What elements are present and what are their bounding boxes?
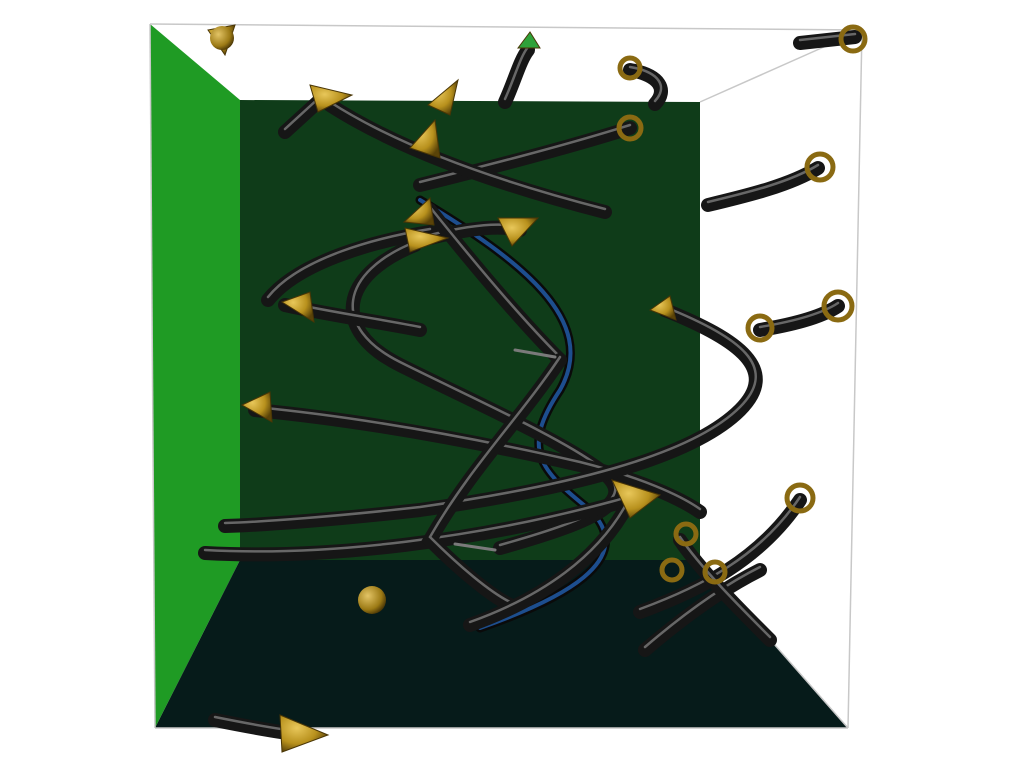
streamline-tube — [638, 563, 767, 657]
arrowhead-cone — [402, 196, 435, 226]
streamline-tube — [463, 493, 637, 632]
tube-highlight — [253, 405, 702, 511]
arrowhead-cone — [404, 227, 450, 253]
arrowhead-cone — [517, 31, 541, 49]
tube-highlight — [418, 123, 632, 184]
seed-ring — [702, 559, 728, 585]
tube-highlight — [223, 305, 757, 525]
tube-highlight — [638, 495, 802, 611]
tube-highlight — [678, 535, 772, 639]
arrowhead-cone — [648, 295, 677, 321]
tube-highlight — [283, 95, 322, 131]
arrowhead-cone — [409, 118, 441, 159]
streamline-tube — [498, 43, 535, 109]
seed-ring — [673, 521, 699, 547]
tube-highlight — [468, 495, 632, 624]
tube-highlight — [428, 355, 562, 604]
streamline-tube — [793, 30, 862, 50]
streamline-tube — [701, 161, 825, 212]
seed-ring — [616, 114, 644, 142]
seed-ring — [838, 24, 868, 54]
arrowhead-cone — [497, 217, 540, 247]
seed-points — [616, 24, 868, 585]
arrowhead-cone — [309, 84, 354, 113]
streamline-tubes — [198, 30, 862, 742]
arrowhead-cone — [279, 714, 330, 753]
tube-highlight — [798, 32, 857, 42]
tube-highlight — [758, 301, 840, 329]
streamline-tube — [753, 299, 845, 337]
seed-ring — [659, 557, 685, 583]
streamline-tube — [633, 493, 807, 619]
streamline-tube — [673, 533, 777, 647]
back-wall — [240, 100, 700, 560]
tube-highlight — [503, 45, 530, 101]
streamline-tube — [423, 203, 567, 367]
seed-ring — [804, 151, 836, 183]
streamline-tube — [323, 98, 612, 219]
arrowhead-cone — [427, 78, 459, 116]
seed-ring — [617, 55, 643, 81]
sphere-marker — [358, 586, 386, 614]
seed-ring — [821, 289, 855, 323]
needle-streamlines — [453, 348, 557, 552]
streamline-tube — [218, 303, 763, 533]
arrowhead-cone — [611, 479, 662, 519]
tube-highlight — [328, 100, 607, 211]
tube-highlight — [428, 205, 562, 359]
streamline-tube — [248, 403, 707, 519]
tube-highlight — [643, 565, 762, 649]
seed-ring — [784, 482, 816, 514]
streamline-tube — [278, 93, 327, 139]
arrowhead-cone — [280, 291, 315, 323]
streamline-tube — [413, 121, 637, 192]
sphere-marker — [210, 26, 234, 50]
arrowhead-cone — [240, 391, 273, 423]
streamline-tube — [421, 353, 567, 612]
streamline-tube — [623, 63, 668, 111]
seed-ring — [745, 313, 775, 343]
sphere-markers — [210, 26, 386, 614]
